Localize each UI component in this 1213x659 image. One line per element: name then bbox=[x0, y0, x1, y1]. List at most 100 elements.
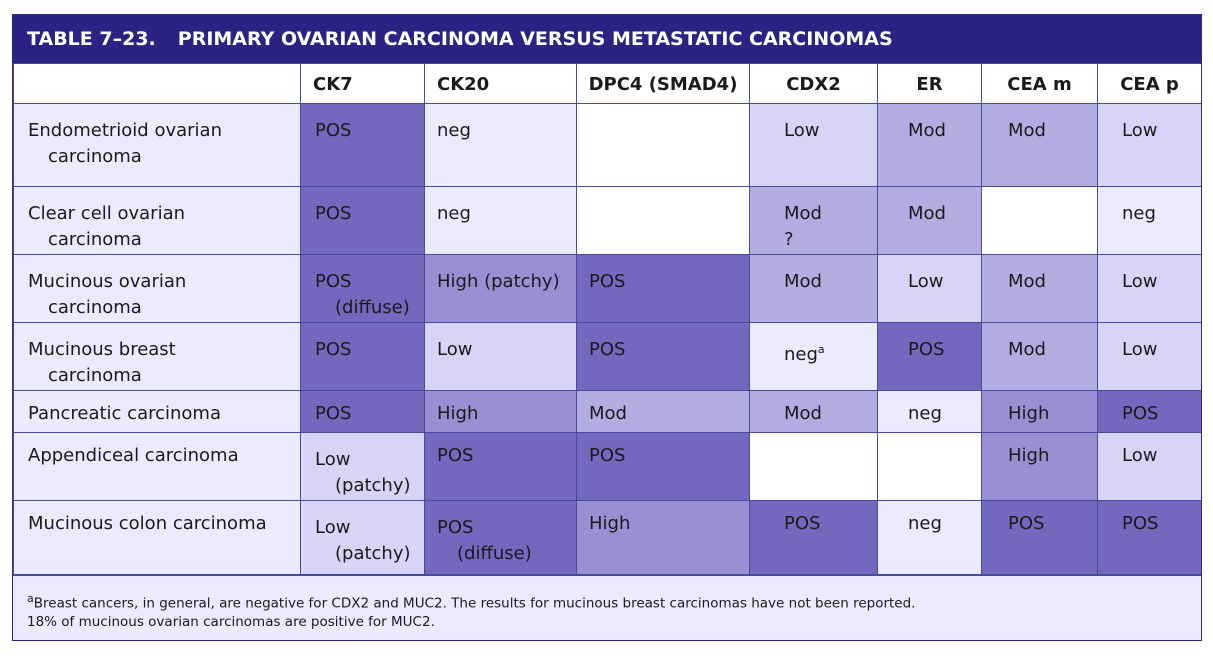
cell-value-text: Low bbox=[437, 339, 473, 360]
cell-value-line1: POS bbox=[908, 337, 977, 363]
cell-value: Mod bbox=[877, 186, 982, 255]
cell-value-text: POS bbox=[315, 203, 352, 224]
cell-value bbox=[576, 186, 750, 255]
marker-table: CK7 CK20 DPC4 (SMAD4) CDX2 ER CEA m CEA … bbox=[13, 63, 1201, 575]
cell-value-line1: Mod bbox=[784, 401, 873, 427]
cell-value-text: POS bbox=[589, 445, 626, 466]
cell-value-text: Mod bbox=[1008, 339, 1046, 360]
cell-value-line1: Low bbox=[784, 118, 873, 144]
column-header-dpc4: DPC4 (SMAD4) bbox=[576, 63, 750, 104]
cell-value-line2: (patchy) bbox=[335, 543, 411, 564]
cell-value: Mod bbox=[749, 254, 878, 323]
cell-value-text: High bbox=[1008, 445, 1050, 466]
cell-value: Low (patchy) bbox=[300, 500, 425, 575]
cell-value-line1: neg bbox=[908, 401, 977, 427]
cell-value-line1: Low bbox=[1122, 269, 1197, 295]
footnote-muc2: 18% of mucinous ovarian carcinomas are p… bbox=[27, 613, 435, 630]
cell-value: Mod? bbox=[749, 186, 878, 255]
cell-value-text: POS bbox=[589, 339, 626, 360]
cell-value: POS bbox=[300, 322, 425, 391]
column-header-ck7: CK7 bbox=[300, 63, 425, 104]
cell-value-text: Low bbox=[1122, 339, 1158, 360]
cell-value-text: neg bbox=[437, 120, 471, 141]
cell-value-text: neg bbox=[908, 513, 942, 534]
row-label-line1: Endometrioid ovarian bbox=[28, 120, 222, 141]
cell-value: High bbox=[981, 432, 1098, 501]
cell-value-text: Low bbox=[1122, 271, 1158, 292]
cell-value-line1: Low bbox=[1122, 443, 1197, 469]
cell-value-text: Low bbox=[315, 517, 351, 538]
cell-value: POS bbox=[576, 322, 750, 391]
cell-value: POS bbox=[576, 254, 750, 323]
row-label: Mucinous colon carcinoma bbox=[13, 500, 301, 575]
row-label: Mucinous breast carcinoma bbox=[13, 322, 301, 391]
cell-value-line1: Mod bbox=[589, 401, 745, 427]
cell-value-text: POS bbox=[908, 339, 945, 360]
row-label-line2: carcinoma bbox=[48, 365, 142, 386]
column-header-cea-p: CEA p bbox=[1097, 63, 1201, 104]
cell-value-text: Mod bbox=[908, 120, 946, 141]
cell-value-line1: High bbox=[1008, 401, 1093, 427]
table-row: Appendiceal carcinoma Low (patchy) POS POS Hi… bbox=[13, 432, 1201, 501]
cell-value-line1: POS bbox=[315, 401, 420, 427]
cell-value-text: POS bbox=[315, 403, 352, 424]
cell-value: Mod bbox=[981, 254, 1098, 323]
cell-value-line1: Mod bbox=[784, 201, 873, 227]
cell-value-line2: (diffuse) bbox=[457, 543, 532, 564]
row-label-line2: carcinoma bbox=[48, 229, 142, 250]
cell-value-line1: Low bbox=[315, 447, 420, 473]
cell-value-text: POS bbox=[315, 339, 352, 360]
column-header-row-label bbox=[13, 63, 301, 104]
cell-value: High bbox=[576, 500, 750, 575]
header-row: CK7 CK20 DPC4 (SMAD4) CDX2 ER CEA m CEA … bbox=[13, 63, 1201, 104]
row-label-line1: Appendiceal carcinoma bbox=[28, 445, 239, 466]
cell-value: Mod bbox=[576, 390, 750, 433]
cell-value-line1: Mod bbox=[1008, 337, 1093, 363]
cell-value-text: Low bbox=[908, 271, 944, 292]
cell-value-text: POS bbox=[784, 513, 821, 534]
cell-value-line2: (patchy) bbox=[335, 475, 411, 496]
cell-value-line1: Mod bbox=[1008, 118, 1093, 144]
table-title: PRIMARY OVARIAN CARCINOMA VERSUS METASTA… bbox=[177, 28, 893, 50]
table-row: Mucinous colon carcinoma Low (patchy) POS (d… bbox=[13, 500, 1201, 575]
cell-value-line1: POS bbox=[315, 269, 420, 295]
cell-value: POS bbox=[300, 390, 425, 433]
cell-value-line1: nega bbox=[784, 337, 873, 368]
cell-value-line1: POS bbox=[1122, 401, 1197, 427]
table-row: Pancreatic carcinoma POS High Mod Mod neg High… bbox=[13, 390, 1201, 433]
cell-value-line1: Mod bbox=[908, 201, 977, 227]
table-row: Mucinous breast carcinoma POS Low POS nega POS… bbox=[13, 322, 1201, 391]
cell-value: POS bbox=[424, 432, 577, 501]
cell-value-line1: neg bbox=[908, 511, 977, 537]
cell-value-text: neg bbox=[1122, 203, 1156, 224]
cell-value-text: POS bbox=[589, 271, 626, 292]
cell-value: Mod bbox=[981, 103, 1098, 187]
row-label-line1: Mucinous colon carcinoma bbox=[28, 513, 267, 534]
table-frame: TABLE 7–23. PRIMARY OVARIAN CARCINOMA VER… bbox=[12, 14, 1202, 641]
cell-value: Low bbox=[877, 254, 982, 323]
cell-value-line1: High (patchy) bbox=[437, 269, 572, 295]
row-label: Mucinous ovarian carcinoma bbox=[13, 254, 301, 323]
cell-value-line1: POS bbox=[1122, 511, 1197, 537]
cell-value: neg bbox=[877, 390, 982, 433]
row-label-line1: Clear cell ovarian bbox=[28, 203, 186, 224]
cell-value: neg bbox=[424, 186, 577, 255]
cell-value-line1: Mod bbox=[784, 269, 873, 295]
cell-value-text: Low bbox=[784, 120, 820, 141]
cell-value-text: Low bbox=[315, 449, 351, 470]
cell-value-text: Low bbox=[1122, 120, 1158, 141]
row-label-line1: Pancreatic carcinoma bbox=[28, 403, 221, 424]
cell-value-text: Low bbox=[1122, 445, 1158, 466]
cell-value: Mod bbox=[877, 103, 982, 187]
cell-value: High bbox=[424, 390, 577, 433]
cell-value: Low bbox=[1097, 103, 1201, 187]
cell-value: High bbox=[981, 390, 1098, 433]
table-row: Mucinous ovarian carcinoma POS (diffuse) Hig… bbox=[13, 254, 1201, 323]
cell-value-line1: POS bbox=[437, 443, 572, 469]
column-header-cdx2: CDX2 bbox=[749, 63, 878, 104]
cell-value: POS bbox=[300, 103, 425, 187]
table-footnotes: aBreast cancers, in general, are negativ… bbox=[13, 575, 1201, 640]
cell-value: POS bbox=[576, 432, 750, 501]
cell-value: POS bbox=[1097, 500, 1201, 575]
cell-value-text: High bbox=[1008, 403, 1050, 424]
